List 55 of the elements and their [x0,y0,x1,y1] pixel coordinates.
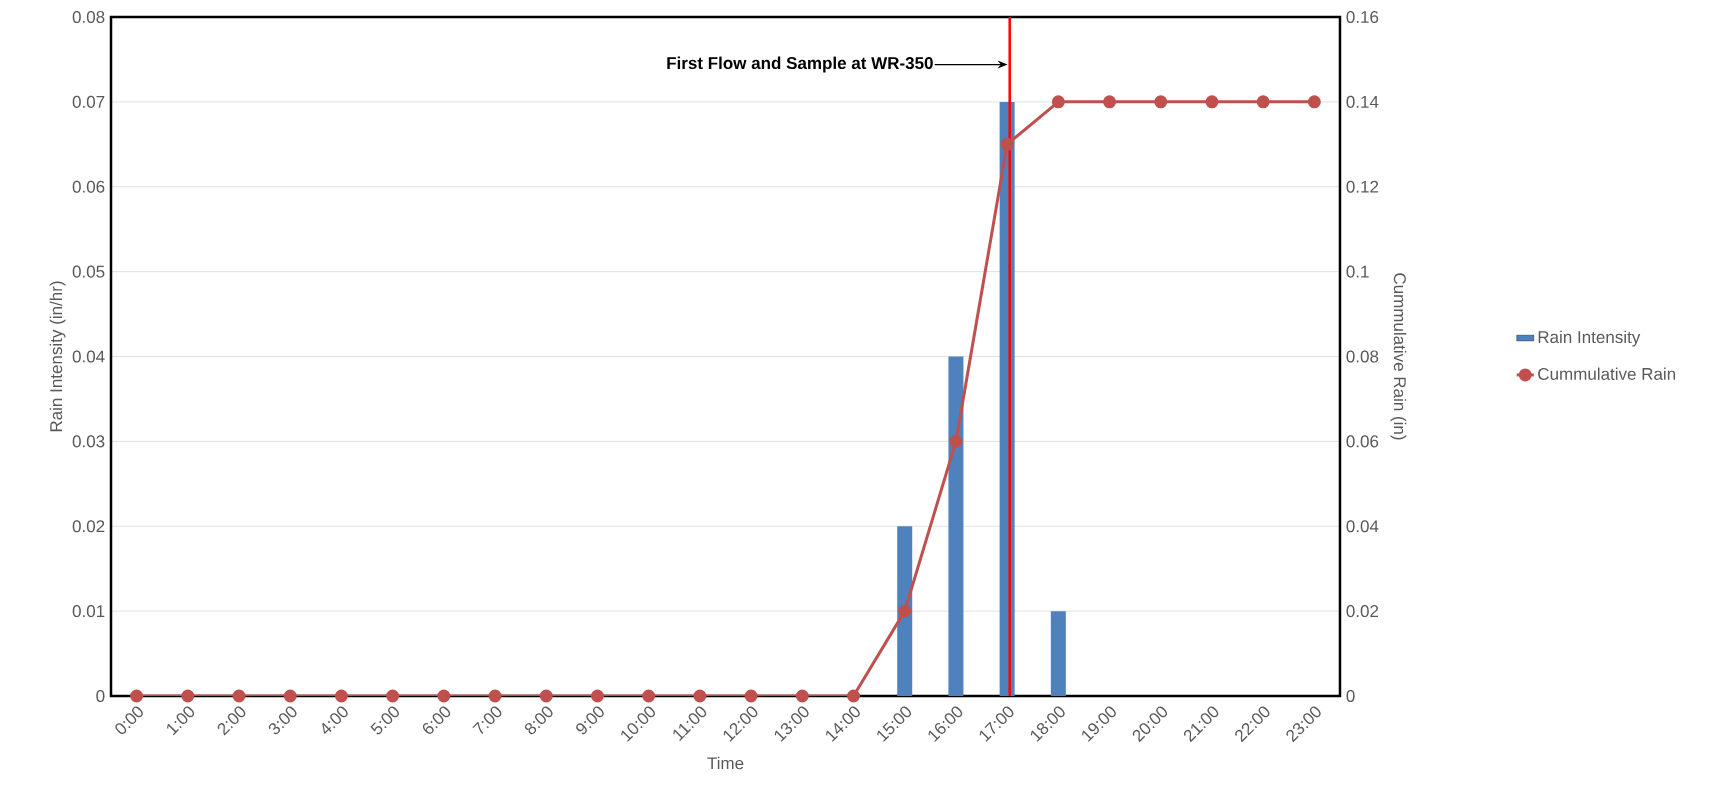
y2-tick-label: 0.16 [1346,10,1379,24]
point [847,689,861,703]
point [1154,95,1168,109]
y-tick-label: 0.07 [72,95,105,108]
point [334,689,348,703]
y-tick-label: 0.08 [72,10,105,24]
x-tick-label: 0:00 [115,706,143,735]
y-tick-label: 0 [96,689,105,703]
x-axis-title: Time [707,756,744,770]
x-tick-label: 7:00 [472,706,502,734]
legend-label: Cummulative Rain [1538,367,1676,380]
y-tick-label: 0.02 [72,520,105,533]
x-tick-label: 4:00 [322,706,348,734]
point [1307,95,1321,109]
point [693,689,707,703]
point [898,604,912,618]
point [1205,95,1219,109]
y2-axis-title: Cummulative Rain (in) [1390,273,1407,440]
point [1000,137,1014,151]
point [1051,95,1065,109]
point [949,434,963,448]
point [1256,95,1270,109]
point [590,689,604,703]
point [744,689,758,703]
bar [1050,611,1066,696]
legend-label: Rain Intensity [1538,330,1641,347]
bar [948,356,964,696]
y-tick-label: 0.01 [72,605,105,618]
point [181,689,195,703]
y-tick-label: 0.06 [72,180,105,193]
point [386,689,400,703]
y2-tick-label: 0.08 [1346,350,1379,363]
y-tick-label: 0.04 [72,350,105,363]
y2-tick-label: 0.14 [1346,95,1379,108]
point [539,689,553,703]
y-tick-label: 0.03 [72,435,105,448]
point [642,689,656,703]
y-axis-title: Rain Intensity (in/hr) [49,281,66,432]
y2-tick-label: 0.06 [1346,435,1379,448]
point [130,689,144,703]
x-tick-label: 6:00 [422,706,451,734]
y2-tick-label: 0 [1346,689,1355,703]
bar [897,526,913,696]
point [437,689,451,703]
point [232,689,246,703]
ref-line-label: First Flow and Sample at WR-350 [667,56,933,73]
y2-tick-label: 0.12 [1346,180,1379,193]
point [283,689,297,703]
point [795,689,809,703]
point [1103,95,1117,109]
y-tick-label: 0.05 [72,265,105,278]
point [488,689,502,703]
y2-tick-label: 0.04 [1346,520,1379,533]
y2-tick-label: 0.02 [1346,605,1379,618]
y2-tick-label: 0.1 [1346,265,1369,278]
